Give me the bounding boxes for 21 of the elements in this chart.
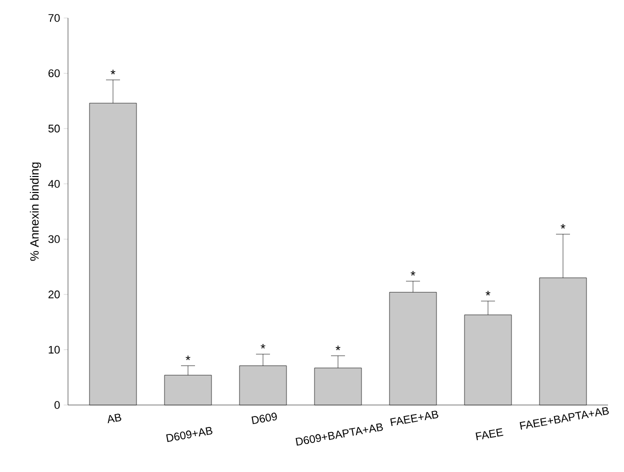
y-tick-label: 60 [48,69,60,78]
x-tick-label: FAEE+AB [390,410,438,426]
y-tick-label: 10 [48,346,60,354]
y-tick-label: 70 [48,14,60,22]
x-tick-label: D609+AB [166,427,212,442]
x-tick-label: AB [108,414,122,424]
y-tick-label: 0 [54,401,60,409]
annotation: * [560,224,566,229]
annotation: * [260,344,266,349]
annotation: * [336,346,340,350]
y-axis-title: % Annexin binding [30,162,42,261]
y-tick-label: 30 [48,235,60,244]
x-tick-label: D609 [252,412,277,424]
x-tick-label: FAEE [476,428,504,440]
y-tick-label: 20 [48,290,60,298]
y-tick-label: 40 [48,180,60,188]
annotation: * [110,70,116,74]
annotation: * [410,271,416,276]
y-tick-label: 50 [48,124,60,132]
annotation: * [486,290,490,296]
annotation: * [186,356,190,360]
